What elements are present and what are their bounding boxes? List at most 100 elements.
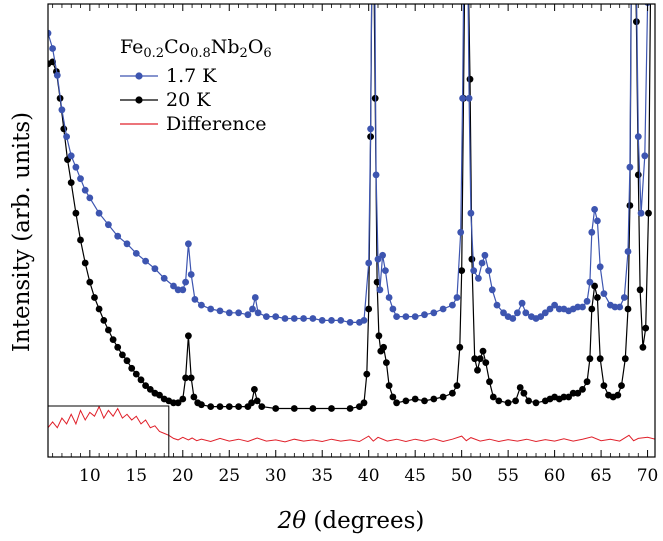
data-point-1-7-k-52 [376,286,384,294]
data-point-1-7-k-60 [421,311,428,319]
data-point-20-k-69 [421,397,428,405]
data-point-1-7-k-57 [393,313,400,320]
data-point-1-7-k-88 [546,305,554,313]
data-point-20-k-88 [495,397,503,405]
data-point-1-7-k-30 [244,311,252,319]
data-point-1-7-k-4 [63,133,70,141]
data-point-1-7-k-108 [626,163,634,171]
data-point-20-k-90 [512,397,519,405]
data-point-1-7-k-34 [263,313,270,320]
data-point-1-7-k-9 [86,194,94,202]
data-point-20-k-45 [258,403,266,410]
legend-label-difference: Difference [166,113,267,135]
x-axis-ticks: 10 15 20 25 30 35 40 45 50 55 60 65 70 [52,4,659,486]
data-point-20-k-44 [253,397,261,405]
x-axis-label-symbol: 2θ [277,508,307,534]
data-point-20-k-71 [439,393,447,401]
data-point-20-k-9 [81,259,89,267]
data-point-20-k-33 [187,374,195,382]
data-point-20-k-121 [634,171,642,179]
data-point-20-k-39 [225,403,233,410]
data-point-1-7-k-78 [500,309,507,317]
data-point-20-k-123 [639,343,647,351]
data-point-1-7-k-16 [151,265,159,273]
data-point-1-7-k-87 [541,309,549,317]
data-point-1-7-k-112 [634,133,642,141]
data-point-1-7-k-31 [249,305,256,313]
data-point-20-k-31 [182,374,190,382]
data-point-1-7-k-28 [225,309,233,317]
data-point-20-k-104 [583,378,591,386]
data-point-20-k-94 [532,399,540,407]
data-point-20-k-75 [458,267,466,274]
data-point-1-7-k-61 [430,309,438,317]
data-point-20-k-49 [328,405,335,412]
data-point-20-k-115 [621,355,629,363]
data-point-20-k-38 [216,403,224,410]
data-point-1-7-k-105 [616,303,624,311]
data-point-20-k-13 [100,317,108,324]
data-point-1-7-k-7 [77,175,84,183]
data-point-1-7-k-53 [379,251,386,259]
x-tick-label-20: 20 [172,466,194,486]
data-point-20-k-15 [109,336,117,343]
data-point-1-7-k-17 [160,274,168,282]
data-point-1-7-k-59 [411,313,419,320]
data-point-20-k-51 [356,403,363,410]
data-point-1-7-k-29 [235,309,243,317]
data-point-20-k-105 [586,355,594,363]
data-point-20-k-80 [468,255,476,263]
data-point-1-7-k-8 [81,186,89,194]
data-point-20-k-23 [146,386,154,393]
data-point-20-k-52 [360,399,368,407]
data-point-20-k-14 [105,326,112,334]
x-tick-label-50: 50 [451,466,473,486]
data-point-1-7-k-43 [346,319,354,326]
x-tick-label-40: 40 [358,466,380,486]
legend-label-20k: 20 K [166,89,211,111]
data-point-20-k-82 [474,366,481,374]
data-point-20-k-99 [560,393,568,401]
x-tick-label-55: 55 [497,466,519,486]
data-point-1-7-k-72 [475,274,482,282]
data-point-20-k-54 [365,305,373,313]
x-tick-label-25: 25 [218,466,240,486]
data-point-20-k-47 [290,405,298,412]
data-point-20-k-92 [520,389,528,397]
data-point-20-k-73 [453,382,461,389]
data-point-1-7-k-18 [170,282,177,290]
data-point-1-7-k-76 [488,286,496,294]
data-point-20-k-62 [380,343,387,351]
data-point-1-7-k-70 [467,209,475,217]
series-layer [48,4,655,443]
data-point-20-k-34 [190,393,198,401]
data-point-1-7-k-54 [382,267,389,274]
data-point-1-7-k-6 [72,163,80,171]
data-point-1-7-k-33 [254,309,262,317]
data-point-1-7-k-96 [583,297,591,305]
data-point-20-k-7 [72,209,80,217]
x-tick-label-65: 65 [590,466,612,486]
data-point-1-7-k-107 [624,248,632,255]
data-point-20-k-93 [525,397,532,405]
data-point-20-k-32 [185,332,192,340]
x-tick-label-70: 70 [637,466,659,486]
x-tick-label-45: 45 [404,466,426,486]
data-point-1-7-k-89 [551,301,558,309]
data-point-1-7-k-75 [485,267,492,274]
legend-label-1-7k: 1.7 K [166,65,217,87]
data-point-20-k-102 [574,389,582,397]
data-point-20-k-81 [471,355,479,363]
inset-box [47,405,170,458]
data-point-1-7-k-71 [470,267,478,274]
data-point-20-k-20 [132,370,140,378]
data-point-20-k-109 [596,355,604,363]
data-point-20-k-37 [207,403,215,410]
legend-marker-20k [135,96,143,104]
data-point-1-7-k-45 [360,317,368,324]
data-point-1-7-k-38 [300,315,307,322]
data-point-1-7-k-46 [365,259,373,267]
series-1-7-k [48,4,651,326]
data-point-20-k-72 [449,389,456,397]
